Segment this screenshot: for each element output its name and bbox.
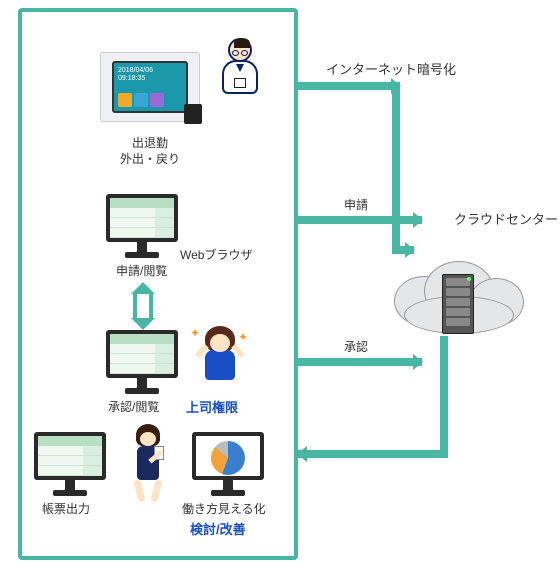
request-browser-monitor [106, 194, 178, 258]
request-arrow-label: 申請 [344, 198, 368, 214]
server-rack-icon [442, 274, 474, 334]
tablet-time: 09:18:35 [118, 75, 182, 83]
connector [440, 336, 448, 456]
approval-arrow-label: 承認 [344, 340, 368, 356]
approval-browser-monitor [106, 330, 178, 394]
connector [392, 88, 400, 254]
internet-encryption-label: インターネット暗号化 [326, 62, 456, 79]
approve-view-label: 承認/閲覧 [108, 400, 159, 416]
analyst-icon [124, 424, 172, 512]
request-view-label: 申請/閲覧 [116, 264, 167, 280]
report-output-label: 帳票出力 [42, 502, 90, 518]
employee-icon [215, 38, 265, 108]
pie-chart-icon [211, 441, 245, 475]
cloud-center-label: クラウドセンター [454, 212, 558, 229]
connector [298, 82, 400, 90]
attendance-label: 出退勤 外出・戻り [90, 136, 210, 167]
bidirectional-arrow-icon [128, 282, 158, 330]
review-improve-label: 検討/改善 [190, 522, 246, 539]
approval-arrow [298, 358, 422, 366]
fingerprint-scanner-icon [184, 104, 202, 124]
workstyle-vis-label: 働き方見える化 [182, 502, 266, 518]
supervisor-label: 上司権限 [186, 400, 238, 417]
workstyle-visualization-monitor [192, 432, 264, 496]
web-browser-label: Webブラウザ [180, 248, 252, 264]
cloud-server-icon [394, 256, 524, 336]
connector-arrow [392, 246, 414, 254]
request-arrow [298, 216, 422, 224]
timeclock-tablet: 2018/04/06 09:18:35 [100, 52, 200, 122]
return-arrow [298, 450, 448, 458]
supervisor-icon: ✦ ✦ [196, 326, 244, 398]
report-output-monitor [34, 432, 106, 496]
tablet-date: 2018/04/06 [118, 67, 182, 75]
